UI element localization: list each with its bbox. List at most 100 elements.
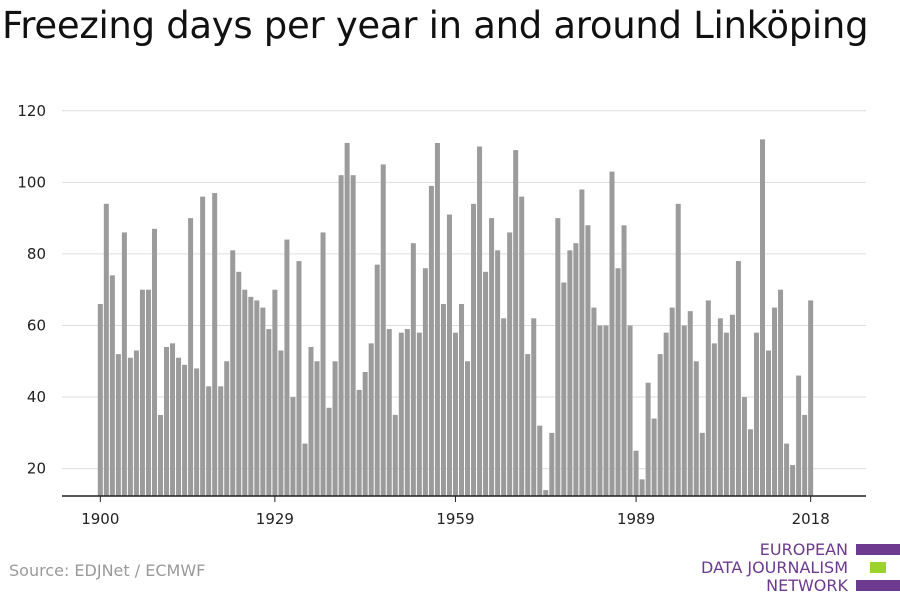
bar bbox=[158, 414, 163, 496]
bar bbox=[145, 289, 151, 496]
bar bbox=[591, 307, 597, 496]
bar bbox=[663, 332, 669, 496]
bar bbox=[747, 429, 753, 496]
bar bbox=[314, 361, 320, 496]
bar bbox=[133, 350, 139, 496]
bar bbox=[386, 329, 392, 496]
y-tick-label: 60 bbox=[27, 316, 46, 334]
bar bbox=[753, 332, 759, 496]
bar bbox=[284, 239, 290, 496]
logo-line-2: DATA JOURNALISM bbox=[701, 558, 848, 577]
bar bbox=[139, 289, 145, 496]
bar bbox=[121, 232, 127, 496]
bar bbox=[97, 304, 103, 496]
bar bbox=[639, 479, 645, 496]
bar bbox=[483, 271, 489, 496]
bar bbox=[735, 261, 741, 496]
bar bbox=[808, 300, 814, 496]
bar bbox=[651, 418, 657, 496]
bar bbox=[446, 214, 452, 497]
bar bbox=[796, 375, 802, 496]
bar bbox=[585, 225, 591, 496]
bar bbox=[176, 357, 182, 496]
y-tick-label: 20 bbox=[27, 460, 46, 478]
bar bbox=[260, 307, 266, 496]
bar bbox=[579, 189, 585, 497]
bar bbox=[699, 432, 705, 496]
bar bbox=[729, 314, 735, 496]
x-tick-label: 2018 bbox=[792, 510, 830, 528]
y-tick-label: 100 bbox=[17, 173, 46, 191]
bar bbox=[555, 218, 561, 496]
bar bbox=[609, 171, 615, 496]
bar bbox=[657, 354, 663, 496]
bar bbox=[374, 264, 380, 496]
bar bbox=[151, 228, 157, 496]
bar bbox=[543, 490, 549, 496]
bar bbox=[350, 175, 356, 497]
bar bbox=[206, 386, 212, 496]
logo-bar-purple-bottom bbox=[856, 580, 900, 591]
bar bbox=[772, 307, 778, 496]
bar bbox=[471, 203, 477, 497]
bar bbox=[440, 304, 446, 496]
bar bbox=[537, 425, 543, 496]
bar bbox=[194, 368, 200, 496]
bar bbox=[434, 142, 440, 496]
bar bbox=[802, 414, 808, 496]
bar bbox=[459, 304, 464, 496]
bar bbox=[597, 325, 603, 496]
bar bbox=[711, 343, 717, 496]
bar bbox=[398, 332, 404, 496]
bar bbox=[507, 232, 513, 496]
bar bbox=[242, 289, 248, 496]
bar bbox=[254, 300, 260, 496]
bar bbox=[170, 343, 176, 496]
bar bbox=[501, 318, 507, 496]
x-tick-label: 1959 bbox=[436, 510, 474, 528]
bar bbox=[693, 361, 699, 496]
bar bbox=[633, 450, 639, 496]
bar bbox=[573, 243, 579, 496]
bar bbox=[760, 139, 765, 496]
bar bbox=[404, 329, 410, 496]
bar bbox=[621, 225, 627, 496]
bar bbox=[519, 196, 525, 496]
bar bbox=[741, 397, 747, 496]
x-tick-label: 1900 bbox=[81, 510, 119, 528]
bar bbox=[410, 243, 416, 496]
y-tick-label: 120 bbox=[17, 102, 46, 120]
bar bbox=[495, 250, 501, 496]
bar bbox=[290, 397, 296, 496]
bar bbox=[416, 332, 422, 496]
bar bbox=[380, 164, 386, 496]
bar bbox=[296, 261, 302, 496]
bar bbox=[320, 232, 326, 496]
bar bbox=[182, 364, 188, 496]
bar bbox=[549, 432, 555, 496]
bar bbox=[790, 465, 796, 496]
bar bbox=[717, 318, 723, 496]
bar bbox=[200, 196, 206, 496]
bar bbox=[452, 332, 458, 496]
y-axis-labels: 20 40 60 80 100 120 bbox=[17, 102, 46, 478]
bar bbox=[669, 307, 675, 496]
bar bbox=[603, 325, 609, 496]
bar bbox=[230, 250, 236, 496]
bar bbox=[687, 311, 693, 496]
bar bbox=[127, 357, 133, 496]
edjnet-logo[interactable]: EUROPEAN DATA JOURNALISM NETWORK bbox=[700, 540, 900, 596]
logo-bar-purple-top bbox=[856, 544, 900, 555]
bar bbox=[567, 250, 573, 496]
chart-title: Freezing days per year in and around Lin… bbox=[2, 4, 869, 47]
bar bbox=[525, 354, 531, 496]
bar bbox=[615, 268, 621, 496]
bar bbox=[561, 282, 567, 496]
logo-line-1: EUROPEAN bbox=[759, 540, 848, 559]
bar bbox=[272, 289, 278, 496]
bar bbox=[477, 146, 483, 497]
bar bbox=[218, 386, 224, 496]
bar bbox=[248, 296, 254, 496]
bars bbox=[97, 139, 814, 497]
